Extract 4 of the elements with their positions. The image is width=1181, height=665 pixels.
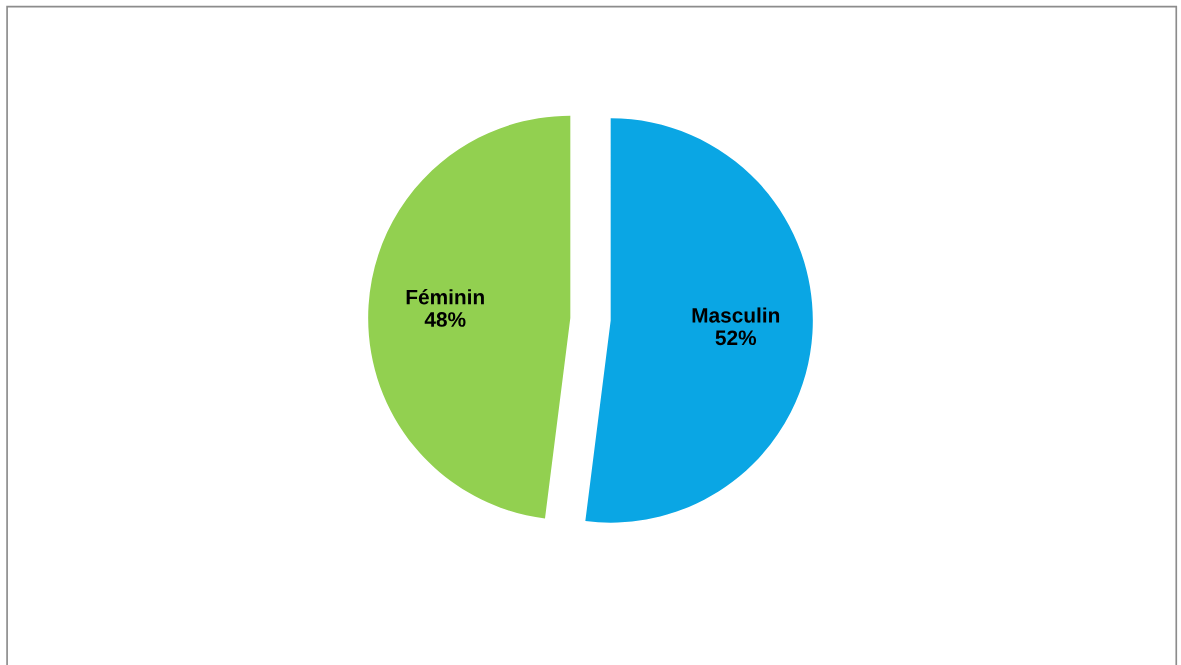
slice-label: Masculin [692,307,780,323]
data-label: 48% [424,312,466,327]
slice-label: Féminin [406,288,484,305]
data-label: 52% [715,330,757,346]
